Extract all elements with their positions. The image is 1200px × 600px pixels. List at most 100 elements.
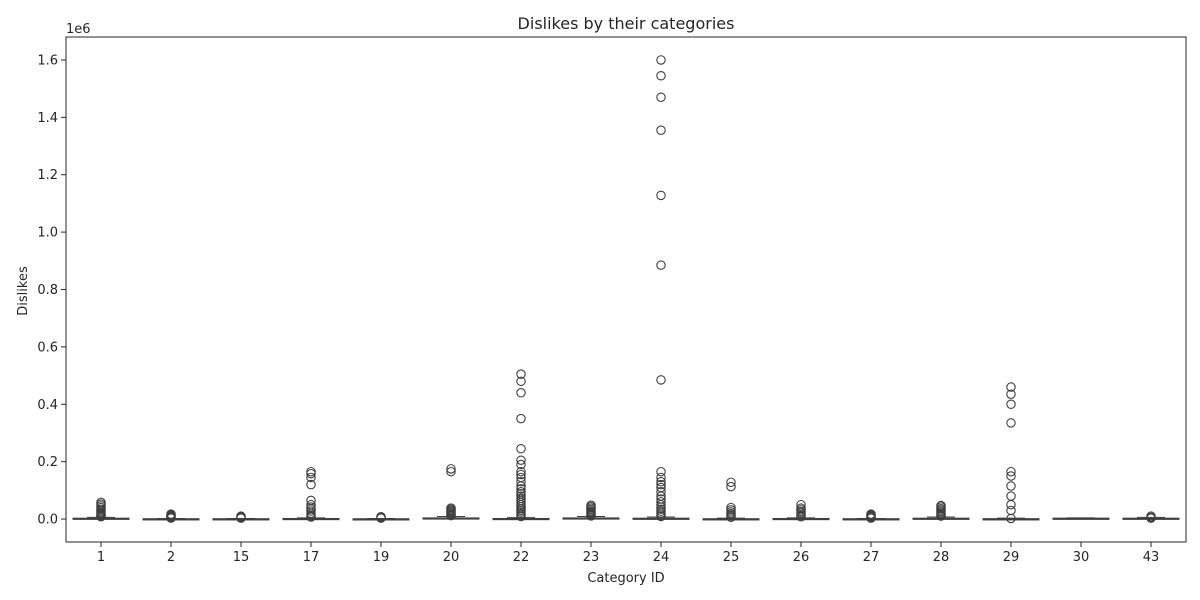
outlier-point <box>656 511 666 522</box>
outlier-point <box>516 443 526 454</box>
outlier-point <box>726 481 736 492</box>
outlier-point <box>236 513 246 523</box>
outlier-point <box>726 512 736 523</box>
outlier-point <box>446 466 456 477</box>
outlier-point <box>306 472 316 483</box>
outlier-point <box>376 513 386 523</box>
outlier-point <box>656 375 666 385</box>
y-tick-label: 1.4 <box>37 111 58 126</box>
x-tick-label: 23 <box>583 550 600 565</box>
box-category-28 <box>912 500 970 521</box>
box-category-25 <box>702 477 760 523</box>
x-tick-label: 25 <box>723 550 740 565</box>
outlier-point <box>516 388 526 398</box>
y-tick-label: 1.0 <box>37 226 58 241</box>
x-axis: 1 2 15 17 19 20 22 23 24 25 26 27 28 29 30 43 <box>97 542 1159 565</box>
y-axis: 0.0 0.2 0.4 0.6 0.8 1.0 1.2 1.4 1.6 <box>37 53 66 528</box>
outlier-point <box>516 476 526 487</box>
box-category-29 <box>982 382 1040 524</box>
outlier-point <box>656 487 666 497</box>
x-tick-label: 20 <box>443 550 460 565</box>
outlier-point <box>446 510 456 521</box>
outlier-point <box>656 476 666 487</box>
x-tick-label: 27 <box>863 550 880 565</box>
x-tick-label: 19 <box>373 550 390 565</box>
x-tick-label: 43 <box>1143 550 1160 565</box>
box-category-17 <box>282 466 340 522</box>
outlier-point <box>516 469 526 480</box>
outlier-point <box>516 459 526 470</box>
outlier-point <box>1006 499 1016 510</box>
outlier-point <box>306 512 316 522</box>
outlier-point <box>866 513 876 523</box>
outlier-point <box>656 466 666 477</box>
outlier-point <box>656 125 666 136</box>
box-category-2 <box>142 509 200 523</box>
outlier-point <box>1006 513 1016 524</box>
box-category-43 <box>1122 511 1180 523</box>
outlier-point <box>1006 389 1016 399</box>
outlier-point <box>96 511 106 522</box>
outlier-point <box>656 70 666 81</box>
box-category-22 <box>492 369 550 522</box>
x-tick-label: 22 <box>513 550 530 565</box>
outlier-point <box>516 481 526 491</box>
outlier-point <box>306 468 316 479</box>
box-category-26 <box>772 499 830 522</box>
box-category-24 <box>632 55 690 522</box>
outlier-point <box>1146 513 1156 523</box>
outlier-point <box>796 511 806 522</box>
outlier-point <box>516 369 526 379</box>
outlier-point <box>1006 471 1016 481</box>
outlier-point <box>1006 382 1016 392</box>
box-category-19 <box>352 511 410 523</box>
chart-title: Dislikes by their categories <box>518 14 735 33</box>
outlier-point <box>656 260 666 270</box>
outlier-point <box>656 190 666 201</box>
x-axis-label: Category ID <box>587 571 664 586</box>
y-tick-label: 0.6 <box>37 340 58 355</box>
outlier-point <box>656 92 666 103</box>
y-tick-label: 0.4 <box>37 398 58 413</box>
outlier-point <box>1006 399 1016 410</box>
x-tick-label: 28 <box>933 550 950 565</box>
outlier-point <box>166 513 176 523</box>
outlier-point <box>1006 418 1016 428</box>
outlier-point <box>1006 491 1016 501</box>
y-tick-label: 0.0 <box>37 513 58 528</box>
y-offset-label: 1e6 <box>66 22 91 37</box>
plot-frame <box>65 36 1187 543</box>
outlier-point <box>936 511 946 521</box>
outlier-point <box>516 484 526 494</box>
x-tick-label: 24 <box>653 550 670 565</box>
x-tick-label: 29 <box>1003 550 1020 565</box>
y-tick-label: 0.2 <box>37 455 58 470</box>
outlier-point <box>1006 505 1016 516</box>
outlier-point <box>1006 481 1016 491</box>
box-category-23 <box>562 500 620 521</box>
x-tick-label: 30 <box>1073 550 1090 565</box>
x-tick-label: 15 <box>233 550 250 565</box>
outlier-point <box>306 479 316 490</box>
outlier-point <box>656 55 666 65</box>
outlier-point <box>726 477 736 488</box>
x-tick-label: 1 <box>97 550 105 565</box>
x-tick-label: 17 <box>303 550 320 565</box>
y-tick-label: 1.2 <box>37 168 58 183</box>
x-tick-label: 26 <box>793 550 810 565</box>
plot-marks <box>72 55 1180 524</box>
outlier-point <box>516 466 526 477</box>
box-category-1 <box>72 497 130 522</box>
outlier-point <box>656 472 666 483</box>
y-axis-label: Dislikes <box>16 266 31 316</box>
y-tick-label: 0.8 <box>37 283 58 298</box>
box-category-20 <box>422 464 480 521</box>
box-category-27 <box>842 509 900 523</box>
y-tick-label: 1.6 <box>37 53 58 68</box>
outlier-point <box>1006 466 1016 477</box>
outlier-point <box>516 413 526 424</box>
outlier-point <box>516 511 526 522</box>
outlier-point <box>516 376 526 387</box>
box-category-15 <box>212 511 270 523</box>
